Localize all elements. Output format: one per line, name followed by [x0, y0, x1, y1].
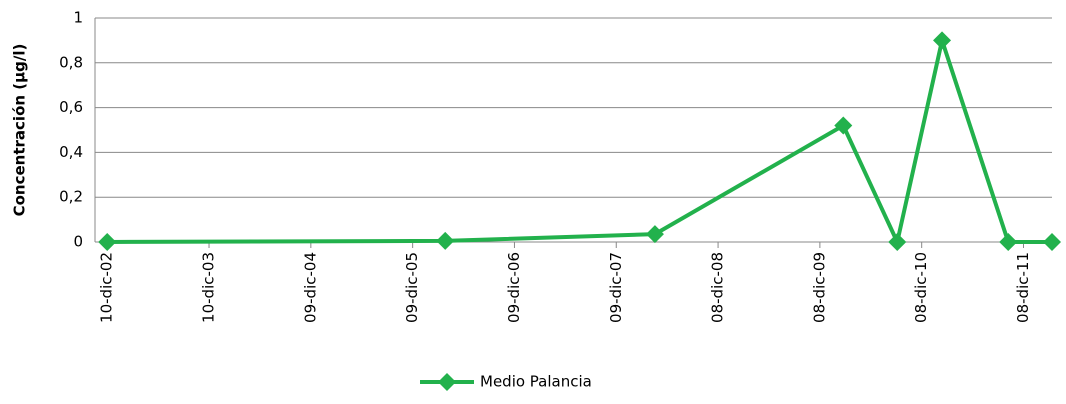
marker	[888, 233, 907, 251]
y-tick-label: 0,8	[59, 53, 83, 71]
x-tick-label: 08-dic-10	[912, 252, 930, 323]
x-tick-label: 09-dic-04	[301, 252, 319, 323]
x-tick-label: 08-dic-08	[709, 252, 727, 323]
x-tick-label: 08-dic-11	[1014, 252, 1032, 323]
y-tick-label: 0	[73, 233, 83, 251]
x-tick-label: 09-dic-05	[403, 252, 421, 323]
marker	[834, 116, 853, 135]
y-axis-label: Concentración (µg/l)	[11, 44, 29, 217]
marker	[1043, 233, 1061, 251]
x-tick-label: 08-dic-09	[810, 252, 828, 323]
marker	[645, 225, 664, 244]
y-tick-label: 0,4	[59, 143, 83, 161]
y-tick-label: 0,6	[59, 98, 83, 116]
marker	[999, 233, 1018, 251]
marker	[933, 31, 952, 50]
x-tick-label: 10-dic-03	[200, 252, 218, 323]
marker	[98, 233, 117, 251]
legend-marker	[438, 373, 456, 391]
marker	[436, 231, 455, 250]
series-line	[107, 38, 1052, 244]
y-tick-label: 1	[73, 9, 83, 27]
y-tick-label: 0,2	[59, 188, 83, 206]
x-tick-label: 09-dic-06	[505, 252, 523, 323]
x-tick-label: 09-dic-07	[607, 252, 625, 323]
x-tick-label: 10-dic-02	[98, 252, 116, 323]
legend-label: Medio Palancia	[480, 373, 592, 391]
